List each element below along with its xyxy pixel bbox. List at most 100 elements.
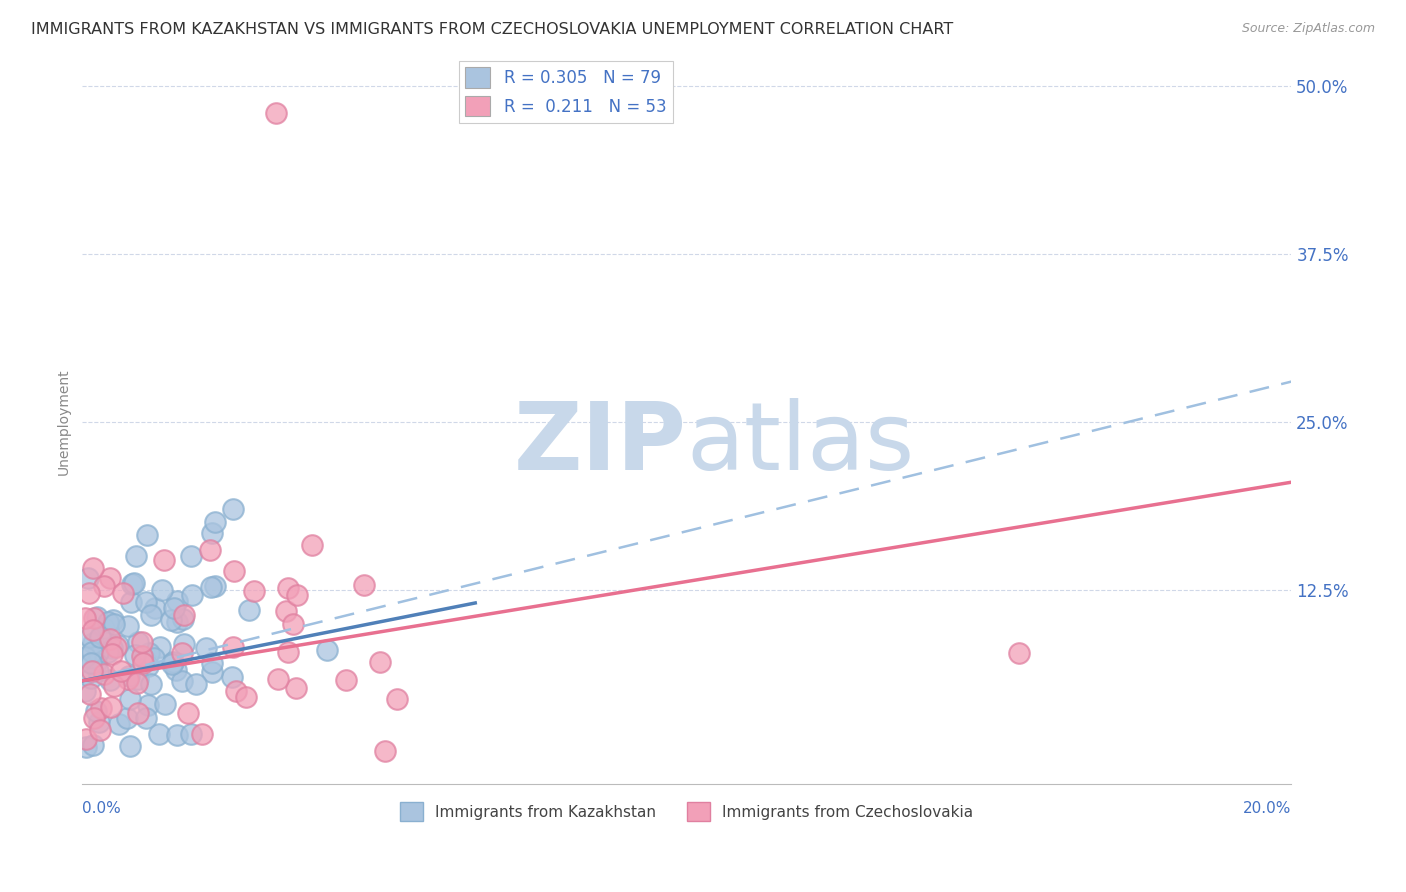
Point [166,663,188,677]
Point [75,731,97,746]
Point [118,692,141,706]
Point [75,650,97,665]
Point [97,615,120,630]
Point [104,640,127,655]
Point [163,601,186,615]
Point [243,584,266,599]
Point [80,671,103,685]
Text: atlas: atlas [686,398,915,490]
Point [266,672,288,686]
Point [79,687,101,701]
Point [172,673,194,688]
Point [201,665,224,679]
Point [115,711,138,725]
Point [82,739,104,753]
Point [112,586,135,600]
Point [139,608,162,623]
Point [125,676,148,690]
Point [374,743,396,757]
Point [101,613,124,627]
Point [110,664,132,678]
Point [100,673,122,687]
Point [172,646,194,660]
Point [204,578,226,592]
Point [83,711,105,725]
Point [101,640,124,655]
Point [120,595,142,609]
Point [98,570,121,584]
Point [264,106,287,120]
Point [82,635,104,649]
Point [204,516,226,530]
Point [152,553,174,567]
Point [160,613,183,627]
Point [149,640,172,654]
Point [136,528,159,542]
Point [173,607,195,622]
Point [131,635,153,649]
Point [287,588,309,602]
Point [107,716,129,731]
Point [125,549,148,563]
Point [150,583,173,598]
Point [75,611,97,625]
Point [222,564,245,578]
Point [122,576,145,591]
Point [80,656,103,670]
Point [139,677,162,691]
Point [143,600,166,615]
Point [103,616,125,631]
Point [93,667,115,681]
Point [166,594,188,608]
Point [135,595,157,609]
Text: 20.0%: 20.0% [1243,801,1291,816]
Point [89,630,111,644]
Point [148,726,170,740]
Point [221,670,243,684]
Text: Source: ZipAtlas.com: Source: ZipAtlas.com [1241,22,1375,36]
Point [153,697,176,711]
Point [142,651,165,665]
Point [87,664,110,678]
Point [172,612,194,626]
Point [166,728,188,742]
Point [277,581,299,595]
Point [200,581,222,595]
Point [277,644,299,658]
Point [100,700,122,714]
Point [117,673,139,687]
Point [177,706,200,721]
Point [195,641,218,656]
Point [124,648,146,662]
Point [201,525,224,540]
Point [368,655,391,669]
Point [180,588,202,602]
Point [184,677,207,691]
Point [100,647,122,661]
Point [121,577,143,591]
Point [134,651,156,665]
Point [84,704,107,718]
Point [132,656,155,670]
Point [87,645,110,659]
Point [136,698,159,713]
Point [222,640,245,655]
Point [97,645,120,659]
Point [84,656,107,670]
Point [162,657,184,671]
Text: ZIP: ZIP [515,398,686,490]
Legend: R = 0.305   N = 79, R =  0.211   N = 53: R = 0.305 N = 79, R = 0.211 N = 53 [458,61,673,123]
Point [77,586,100,600]
Point [301,538,323,552]
Point [127,673,149,687]
Point [136,659,159,673]
Point [127,706,149,720]
Point [82,623,104,637]
Point [131,648,153,663]
Point [103,680,125,694]
Point [76,570,98,584]
Y-axis label: Unemployment: Unemployment [58,368,72,475]
Point [276,604,298,618]
Point [180,727,202,741]
Point [93,579,115,593]
